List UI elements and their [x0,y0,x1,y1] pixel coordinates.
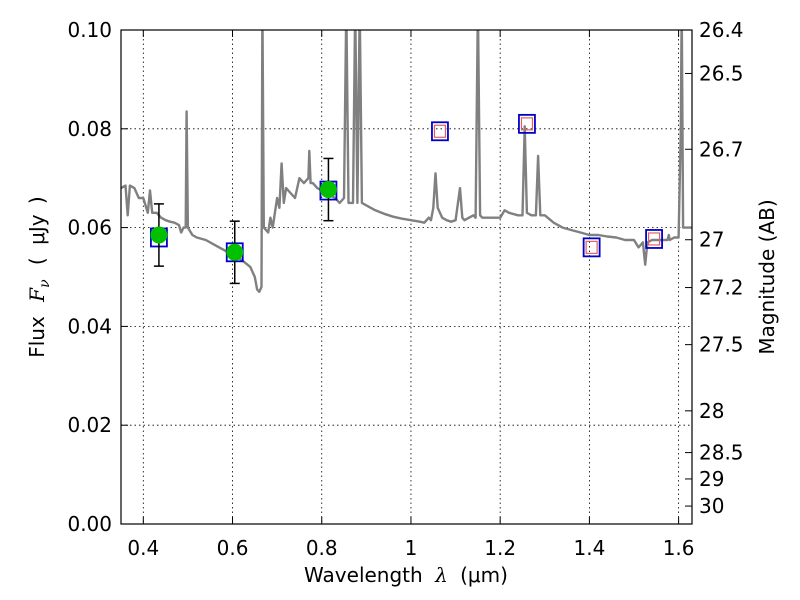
x-tick-label: 0.8 [306,536,338,560]
plot-frame [120,29,693,525]
detection-point [319,181,337,199]
y-axis-label-unit: μJy [25,214,49,245]
limit-photometry-box [520,117,534,131]
spectrum-layer [121,30,692,293]
x-tick-label: 1.2 [484,536,516,560]
y2-tick-label: 26.4 [699,18,744,42]
y-tick-label: 0.10 [67,18,112,42]
y-tick-label: 0.00 [67,512,112,536]
x-axis-label-open: ( [460,563,468,587]
y2-tick-label: 30 [699,494,724,518]
x-tick-label: 1 [405,536,418,560]
detection-point [150,226,168,244]
y2-axis-label: Magnitude (AB) [755,199,779,354]
x-axis-label-symbol: λ [434,563,448,587]
data-marks [150,113,663,285]
model-photometry-box [431,121,449,142]
y-tick-label: 0.08 [67,117,112,141]
x-tick-label: 1.4 [573,536,605,560]
y2-tick-label: 27.2 [699,276,744,300]
y2-tick-label: 28 [699,399,724,423]
x-tick-label: 0.6 [217,536,249,560]
y-axis-label-close: ) [25,196,49,204]
detection-point [226,243,244,261]
x-axis-label-unit: μm [468,563,500,587]
x-axis-label-close: ) [500,563,508,587]
y2-tick-labels: 26.4 26.5 26.7 27 27.2 27.5 28 28.529 30 [699,18,744,518]
x-tick-labels: 0.4 0.6 0.8 1 1.2 1.4 1.6 [127,536,694,560]
grid-lines [121,29,692,525]
y2-tick-label: 27.5 [699,333,744,357]
y2-tick-label: 26.5 [699,61,744,85]
x-axis-label-prefix: Wavelength [304,563,423,587]
x-tick-label: 0.4 [127,536,159,560]
y-tick-label: 0.02 [67,413,112,437]
y-axis-label-symbol: F [25,287,49,303]
y2-tick-label: 28.5 [699,441,744,465]
y-tick-label: 0.04 [67,314,112,338]
y-axis-label-open: ( [25,257,49,265]
y-tick-labels: 0.00 0.02 0.04 0.06 0.08 0.10 [67,18,112,536]
model-spectrum-line [121,30,692,293]
model-photometry-box [582,237,601,258]
model-photometry-box [518,113,536,134]
y2-tick-label: 29 [699,467,724,491]
x-tick-label: 1.6 [663,536,695,560]
x-axis-label: Wavelength λ (μm) [304,563,508,587]
limit-photometry-box [433,124,447,138]
y2-tick-label: 27 [699,228,724,252]
y-axis-label: Flux Fν ( μJy ) [25,196,54,358]
y-tick-label: 0.06 [67,216,112,240]
model-photometry-box [645,229,663,249]
y-axis-label-prefix: Flux [25,316,49,358]
limit-photometry-box [585,240,598,254]
y-axis-label-subscript: ν [37,279,53,288]
limit-photometry-box [647,232,661,246]
y2-tick-label: 26.7 [699,137,744,161]
axis-ticks [121,29,692,525]
